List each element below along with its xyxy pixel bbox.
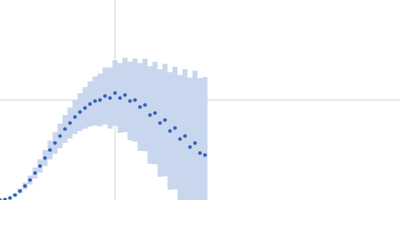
point	[203, 153, 207, 157]
point	[188, 145, 192, 149]
point	[78, 110, 82, 114]
point	[73, 115, 77, 119]
point	[113, 91, 117, 95]
point	[138, 105, 142, 109]
point	[128, 99, 132, 103]
point	[58, 134, 62, 138]
point	[198, 151, 202, 155]
point	[123, 93, 127, 97]
point	[93, 99, 97, 103]
point	[153, 111, 157, 115]
point	[118, 96, 122, 100]
point	[133, 98, 137, 102]
point	[108, 96, 112, 100]
point	[18, 189, 22, 193]
point	[158, 121, 162, 125]
point	[53, 141, 57, 145]
point	[193, 141, 197, 145]
point	[23, 184, 27, 188]
point	[0, 198, 2, 200]
point	[83, 106, 87, 110]
point	[148, 113, 152, 117]
point	[173, 126, 177, 130]
point	[143, 103, 147, 107]
point	[28, 178, 32, 182]
point	[178, 137, 182, 141]
point	[33, 171, 37, 175]
point	[88, 102, 92, 106]
point	[38, 164, 42, 168]
point	[98, 98, 102, 102]
point	[163, 118, 167, 122]
point	[183, 134, 187, 138]
point	[3, 197, 7, 200]
point	[43, 156, 47, 160]
chart	[0, 0, 400, 200]
point	[8, 196, 12, 200]
point	[103, 94, 107, 98]
point	[63, 127, 67, 131]
point	[13, 193, 17, 197]
point	[48, 148, 52, 152]
point	[168, 129, 172, 133]
point	[68, 121, 72, 125]
